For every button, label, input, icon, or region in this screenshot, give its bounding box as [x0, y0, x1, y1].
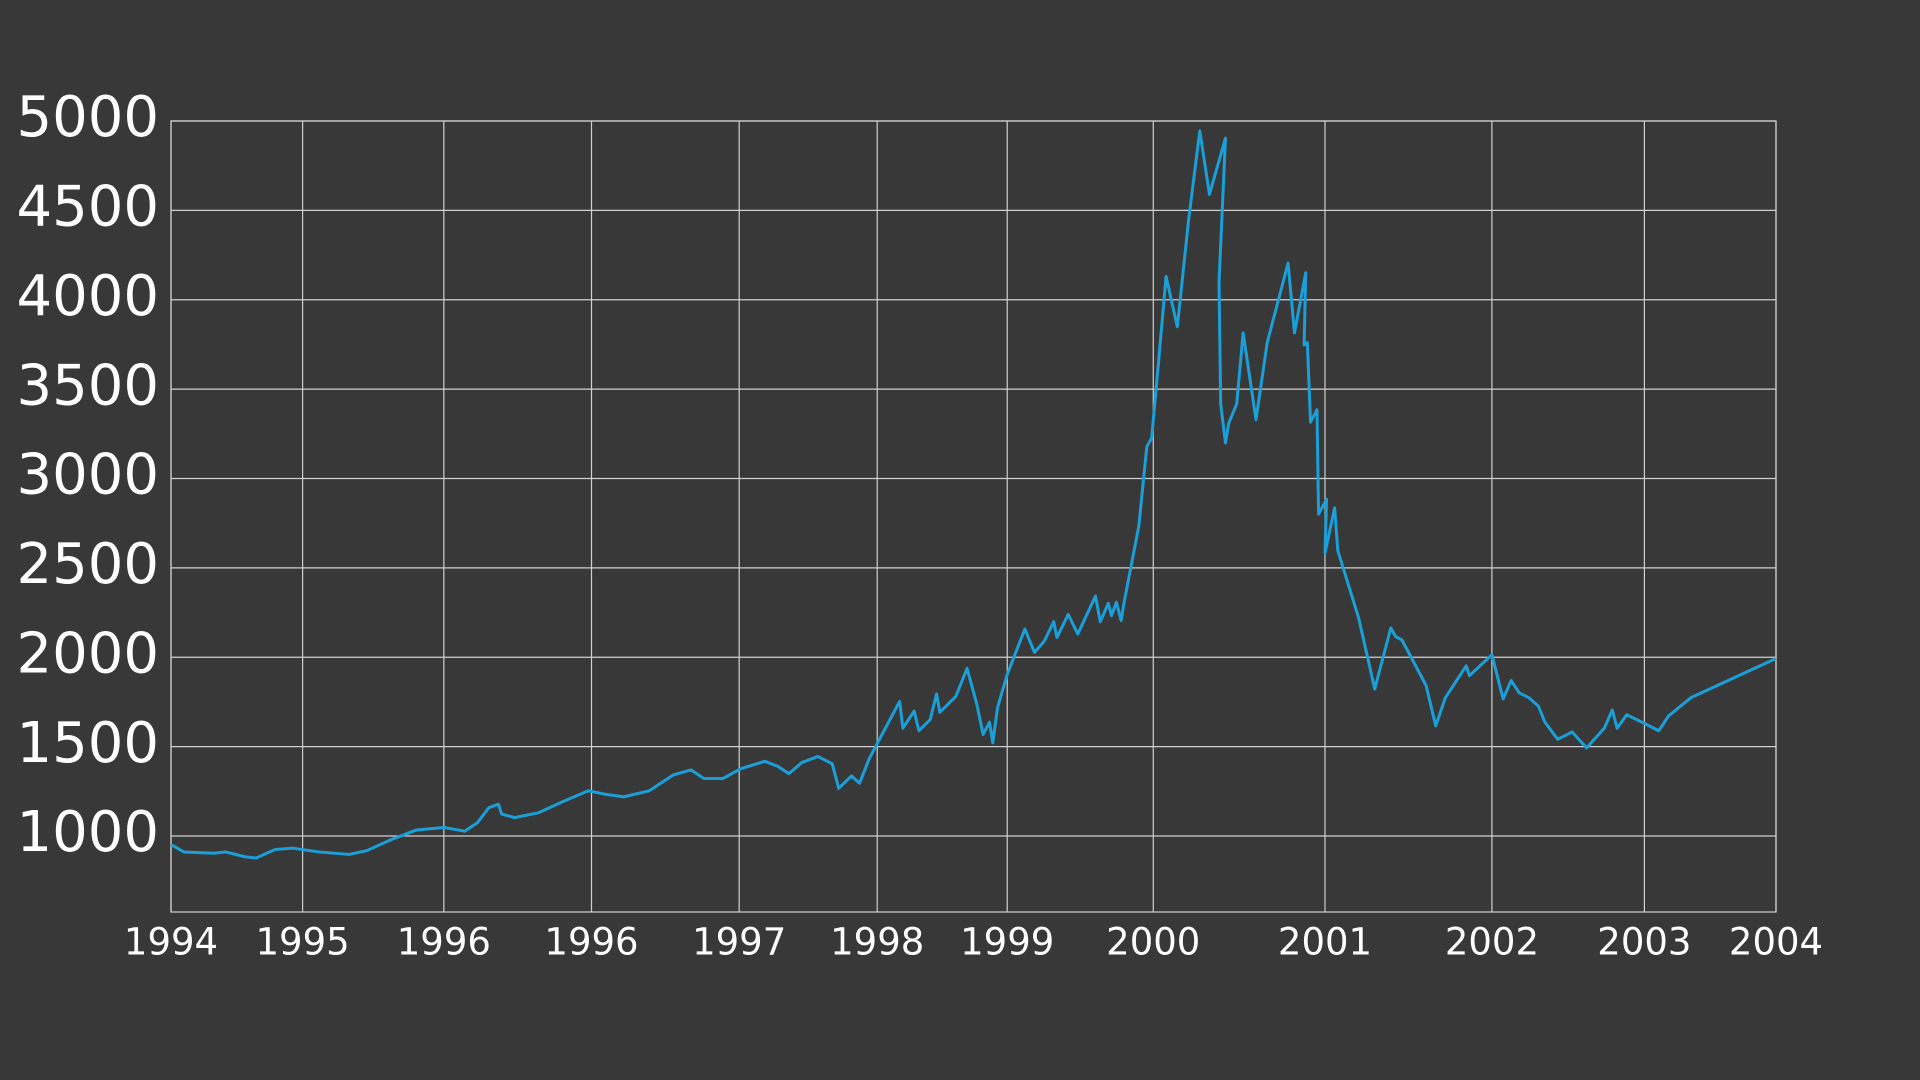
y-tick-label: 1500 [16, 711, 159, 776]
x-tick-label: 2003 [1597, 921, 1691, 964]
x-tick-label: 2002 [1445, 921, 1539, 964]
x-tick-label: 1999 [960, 921, 1054, 964]
x-tick-label: 1996 [544, 921, 638, 964]
x-tick-label: 2004 [1729, 921, 1823, 964]
x-tick-label: 1998 [830, 921, 924, 964]
x-tick-label: 2001 [1278, 921, 1372, 964]
x-tick-label: 1996 [397, 921, 491, 964]
y-tick-label: 4500 [16, 175, 159, 240]
x-tick-label: 1997 [692, 921, 786, 964]
y-tick-label: 4000 [16, 264, 159, 329]
x-tick-label: 1994 [124, 921, 218, 964]
x-tick-label: 2000 [1106, 921, 1200, 964]
y-tick-label: 1000 [16, 800, 159, 865]
data-line [170, 129, 1777, 860]
y-tick-label: 3000 [16, 443, 159, 508]
x-tick-label: 1995 [256, 921, 350, 964]
y-tick-label: 2500 [16, 532, 159, 597]
y-tick-label: 5000 [16, 85, 159, 150]
y-tick-label: 3500 [16, 353, 159, 418]
y-tick-label: 2000 [16, 621, 159, 686]
